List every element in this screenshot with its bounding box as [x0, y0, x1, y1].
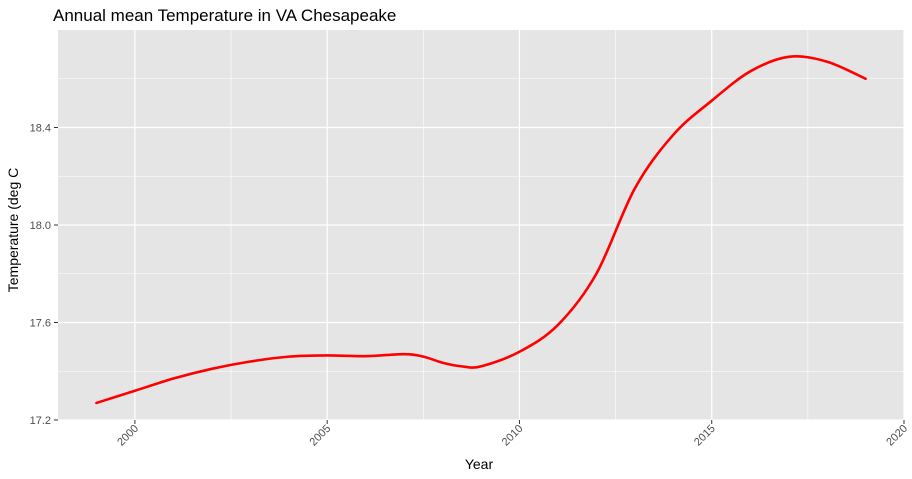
y-axis-label: Temperature (deg C	[5, 168, 21, 293]
x-axis: 2000 2005 2010 2015 2020	[115, 420, 910, 448]
x-axis-label: Year	[465, 456, 494, 472]
y-axis: 17.2 17.6 18.0 18.4	[30, 123, 58, 427]
x-tick-label: 2020	[884, 423, 910, 449]
gridlines	[58, 30, 905, 421]
x-tick-label: 2010	[500, 423, 526, 449]
series-line	[95, 55, 867, 405]
x-tick-label: 2015	[692, 423, 718, 449]
y-tick-label: 17.6	[30, 318, 51, 330]
y-tick-label: 17.2	[30, 415, 51, 427]
y-tick-label: 18.4	[30, 123, 51, 135]
x-tick-label: 2005	[308, 423, 334, 449]
series-layer	[95, 55, 867, 405]
y-tick-label: 18.0	[30, 220, 51, 232]
chart-title: Annual mean Temperature in VA Chesapeake	[53, 6, 396, 25]
x-tick-label: 2000	[115, 423, 141, 449]
